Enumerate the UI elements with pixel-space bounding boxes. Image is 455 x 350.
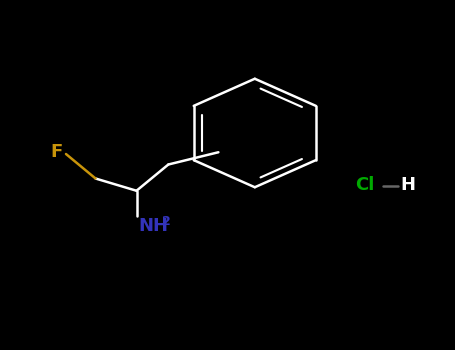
Text: Cl: Cl	[355, 176, 374, 195]
Text: 2: 2	[162, 215, 171, 228]
Text: F: F	[50, 143, 62, 161]
Text: H: H	[400, 176, 415, 195]
Text: NH: NH	[139, 217, 169, 235]
